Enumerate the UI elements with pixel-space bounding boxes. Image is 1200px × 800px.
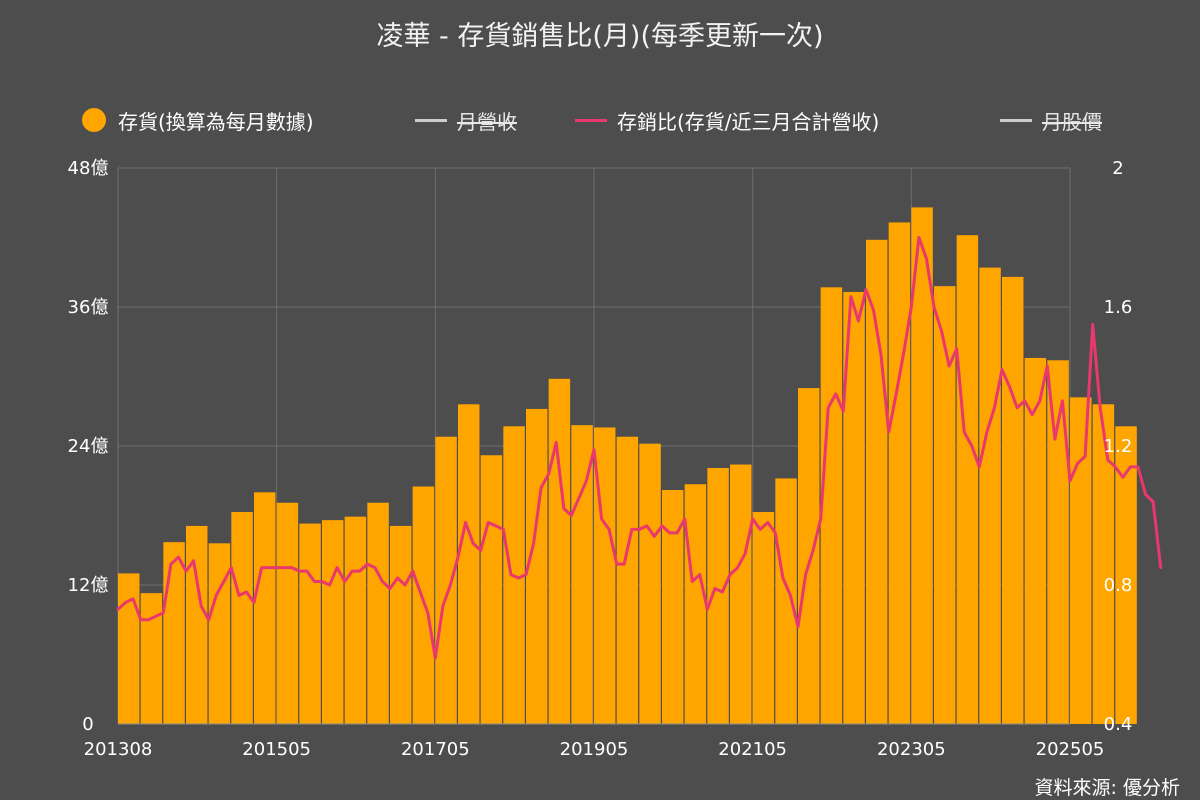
inventory-bar (435, 436, 457, 724)
inventory-bar (231, 512, 253, 724)
inventory-bar (254, 492, 276, 724)
inventory-bar (140, 593, 163, 724)
inventory-bar (1047, 360, 1069, 724)
x-axis-tick-label: 201505 (242, 739, 311, 760)
inventory-bar (707, 468, 729, 724)
inventory-bar (979, 267, 1001, 724)
inventory-bar (1024, 357, 1047, 724)
right-axis-tick-label: 1.2 (1104, 436, 1133, 457)
inventory-bar (1115, 426, 1137, 724)
inventory-bar (843, 291, 865, 724)
inventory-bar (412, 486, 435, 724)
inventory-bar (548, 378, 571, 724)
legend-item-inventory[interactable]: 存貨(換算為每月數據) (82, 100, 314, 140)
inventory-bar (730, 464, 752, 724)
inventory-bar (1002, 276, 1024, 724)
inventory-bar (866, 239, 888, 725)
legend-label: 存銷比(存貨/近三月合計營收) (617, 109, 880, 134)
x-axis-tick-label: 202105 (718, 739, 787, 760)
inventory-bar (208, 543, 231, 724)
legend-dot-icon (82, 108, 106, 132)
inventory-bar (390, 525, 412, 724)
left-axis-tick-label: 24億 (68, 436, 109, 457)
inventory-bar (322, 520, 344, 724)
inventory-bar (1092, 404, 1115, 724)
x-axis-tick-label: 201308 (84, 739, 153, 760)
legend-line-icon (575, 118, 607, 122)
inventory-bar (458, 404, 480, 724)
inventory-bar (911, 207, 933, 725)
inventory-bar (956, 235, 979, 724)
inventory-bar (344, 516, 367, 724)
inventory-bar (662, 490, 684, 724)
inventory-bar (163, 542, 185, 724)
left-axis-tick-label: 36億 (68, 297, 109, 318)
legend-label: 月股價 (1042, 109, 1102, 134)
chart-title: 凌華 - 存貨銷售比(月)(每季更新一次) (376, 21, 824, 52)
legend-item-monthly-price[interactable]: 月股價 (1000, 100, 1102, 140)
x-axis-tick-label: 201905 (560, 739, 629, 760)
inventory-bar (616, 436, 639, 724)
inventory-bar (186, 525, 208, 724)
inventory-bar (888, 222, 911, 725)
x-axis-tick-label: 202505 (1036, 739, 1105, 760)
ratio-series-line (116, 236, 1163, 660)
legend-line-icon (415, 118, 447, 122)
source-credit: 資料來源: 優分析 (1034, 777, 1180, 799)
inventory-bar (276, 502, 299, 724)
inventory-bar (299, 523, 321, 724)
right-axis-tick-label: 0.8 (1104, 575, 1133, 596)
legend-item-inventory-sales-ratio[interactable]: 存銷比(存貨/近三月合計營收) (575, 100, 879, 140)
right-axis-tick-label: 1.6 (1104, 297, 1133, 318)
inventory-bar (798, 388, 820, 724)
inventory-bar (684, 484, 707, 724)
inventory-bar (934, 286, 956, 724)
inventory-bar (775, 478, 797, 724)
right-axis-tick-label: 0.4 (1104, 714, 1133, 735)
left-axis-tick-label: 12億 (68, 575, 109, 596)
legend-label: 月營收 (457, 109, 517, 134)
inventory-bar (820, 287, 843, 724)
inventory-bar (639, 443, 661, 724)
x-axis-tick-label: 202305 (877, 739, 946, 760)
x-axis-tick-label: 201705 (401, 739, 470, 760)
inventory-bar (480, 455, 503, 724)
inventory-bar (1070, 397, 1092, 724)
legend-item-monthly-revenue[interactable]: 月營收 (415, 100, 517, 140)
right-axis-tick-label: 2 (1112, 158, 1123, 179)
left-axis-tick-label: 0 (82, 714, 93, 735)
legend-line-icon (1000, 118, 1032, 122)
inventory-bar (367, 502, 389, 724)
left-axis-tick-label: 48億 (68, 158, 109, 179)
inventory-bar (118, 573, 140, 724)
legend-label: 存貨(換算為每月數據) (118, 109, 314, 134)
legend: 存貨(換算為每月數據) 月營收 存銷比(存貨/近三月合計營收) 月股價 (0, 100, 1200, 140)
inventory-bar (752, 512, 775, 724)
